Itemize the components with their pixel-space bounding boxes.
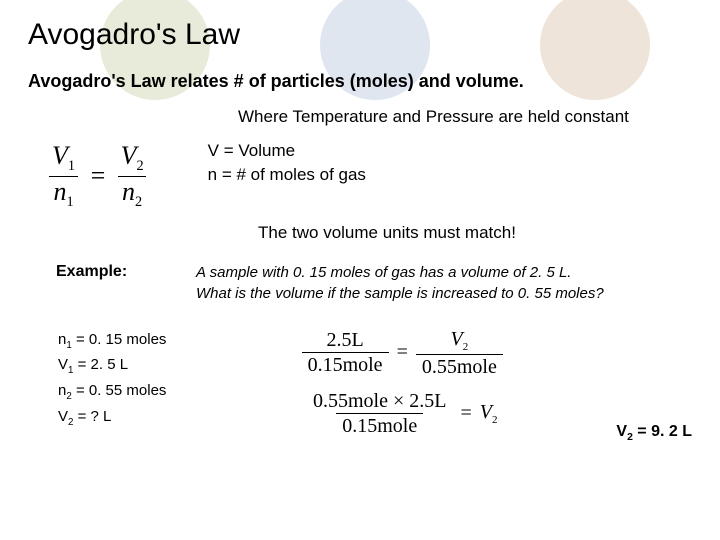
example-text: A sample with 0. 15 moles of gas has a v… (196, 263, 692, 304)
calc-step-1: 2.5L0.15mole = V20.55mole (302, 328, 503, 378)
page-title: Avogadro's Law (28, 18, 692, 52)
solution-row: n1 = 0. 15 moles V1 = 2. 5 L n2 = 0. 55 … (28, 328, 692, 449)
subtitle: Avogadro's Law relates # of particles (m… (28, 70, 692, 93)
def-volume: V = Volume (208, 139, 366, 163)
example-label: Example: (56, 263, 196, 281)
example-row: Example: A sample with 0. 15 moles of ga… (28, 263, 692, 304)
variable-definitions: V = Volume n = # of moles of gas (208, 139, 366, 187)
formula-row: V1 n1 = V2 n2 V = Volume n = # of moles … (28, 137, 692, 209)
calculation-steps: 2.5L0.15mole = V20.55mole 0.55mole × 2.5… (208, 328, 596, 449)
main-formula: V1 n1 = V2 n2 (48, 143, 148, 209)
given-values: n1 = 0. 15 moles V1 = 2. 5 L n2 = 0. 55 … (58, 328, 208, 430)
def-moles: n = # of moles of gas (208, 163, 366, 187)
final-answer: V2 = 9. 2 L (616, 423, 692, 443)
slide-content: Avogadro's Law Avogadro's Law relates # … (0, 0, 720, 467)
calc-step-2: 0.55mole × 2.5L0.15mole = V2 (307, 390, 498, 437)
units-note: The two volume units must match! (258, 223, 692, 243)
where-clause: Where Temperature and Pressure are held … (238, 107, 692, 127)
